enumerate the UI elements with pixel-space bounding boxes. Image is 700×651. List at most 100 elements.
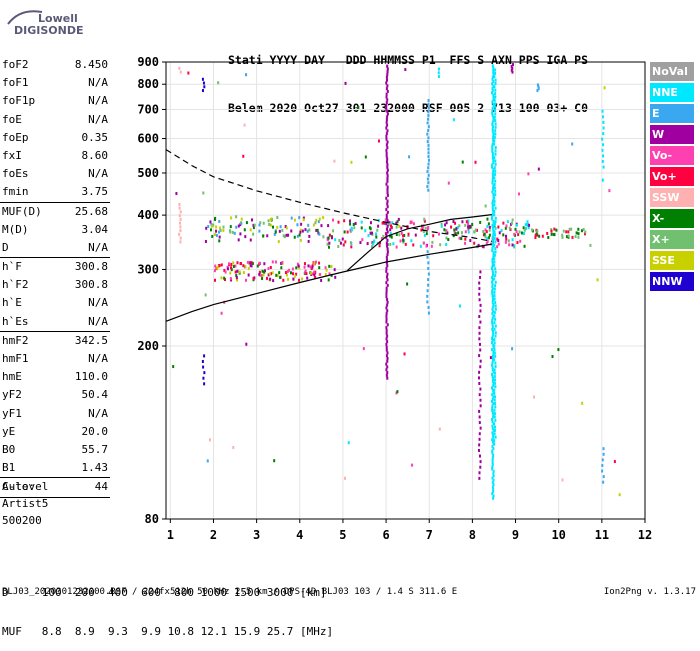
echo-point (327, 278, 330, 282)
echo-point (314, 221, 317, 225)
echo-point (492, 350, 495, 354)
echo-point (427, 155, 430, 159)
param-name: MUF(D) (2, 204, 42, 218)
echo-point (386, 258, 389, 262)
echo-point (491, 366, 494, 370)
param-row: foF1 N/A (0, 74, 112, 92)
echo-point (491, 282, 494, 286)
echo-point (494, 189, 497, 193)
echo-point (473, 230, 476, 234)
echo-point (492, 102, 495, 106)
echo-point (214, 264, 217, 268)
echo-point (384, 218, 387, 222)
echo-point (258, 261, 261, 265)
echo-point (500, 229, 503, 233)
echo-point (581, 401, 584, 405)
echo-point (458, 236, 461, 240)
echo-point (493, 338, 496, 342)
echo-point (234, 270, 237, 274)
echo-point (299, 230, 302, 234)
echo-point (491, 354, 494, 358)
echo-point (230, 262, 233, 266)
echo-point (493, 166, 496, 170)
echo-point (285, 233, 288, 237)
param-value: 110.0 (74, 370, 108, 384)
echo-point (357, 106, 360, 110)
echo-point (483, 232, 486, 236)
echo-point (426, 300, 429, 304)
echo-point (491, 75, 494, 79)
echo-point (493, 297, 496, 301)
echo-point (479, 404, 482, 408)
echo-point (218, 230, 221, 234)
param-name: hmF2 (2, 333, 29, 347)
echo-point (427, 113, 430, 117)
echo-point (385, 328, 388, 332)
echo-point (493, 75, 496, 79)
echo-point (427, 283, 430, 287)
echo-point (385, 241, 388, 245)
echo-point (464, 223, 467, 227)
echo-point (295, 272, 298, 276)
y-tick-label: 600 (137, 132, 159, 146)
echo-point (478, 421, 481, 425)
echo-point (479, 365, 482, 369)
echo-point (537, 167, 540, 171)
echo-point (203, 382, 206, 386)
echo-point (310, 271, 313, 275)
echo-point (511, 243, 514, 247)
echo-point (491, 408, 494, 412)
echo-point (385, 213, 388, 217)
echo-point (493, 442, 496, 446)
echo-point (493, 422, 496, 426)
echo-point (215, 233, 218, 237)
echo-point (385, 292, 388, 296)
echo-point (236, 261, 239, 265)
echo-point (218, 219, 221, 223)
echo-point (438, 232, 441, 236)
x-tick-label: 9 (512, 528, 519, 542)
echo-point (230, 266, 233, 270)
echo-point (517, 192, 520, 196)
logo-line2: DIGISONDE (14, 24, 84, 37)
echo-point (212, 223, 215, 227)
echo-point (452, 219, 455, 223)
echo-point (243, 123, 246, 127)
echo-point (491, 372, 494, 376)
echo-point (324, 266, 327, 270)
echo-point (290, 229, 293, 233)
echo-point (492, 134, 495, 138)
echo-point (203, 85, 206, 89)
echo-point (523, 228, 526, 232)
echo-point (220, 276, 223, 280)
echo-point (427, 173, 430, 177)
x-tick-label: 4 (296, 528, 303, 542)
echo-point (383, 221, 386, 225)
echo-point (296, 262, 299, 266)
echo-point (491, 278, 494, 282)
echo-point (263, 270, 266, 274)
param-row: hmF2 342.5 (0, 332, 112, 350)
echo-point (491, 271, 494, 275)
echo-point (492, 490, 495, 494)
echo-point (258, 229, 261, 233)
echo-point (386, 210, 389, 214)
echo-point (385, 95, 388, 99)
echo-point (213, 278, 216, 282)
echo-point (342, 243, 345, 247)
echo-point (247, 273, 250, 277)
echo-point (603, 86, 606, 90)
echo-point (445, 221, 448, 225)
echo-point (386, 219, 389, 223)
echo-point (478, 454, 481, 458)
echo-point (326, 238, 329, 242)
x-tick-label: 12 (638, 528, 652, 542)
echo-point (279, 225, 282, 229)
echo-point (327, 245, 330, 249)
echo-point (493, 115, 496, 119)
echo-point (308, 234, 311, 238)
echo-point (491, 336, 494, 340)
param-value: N/A (88, 76, 108, 90)
echo-point (259, 221, 262, 225)
echo-point (275, 273, 278, 277)
